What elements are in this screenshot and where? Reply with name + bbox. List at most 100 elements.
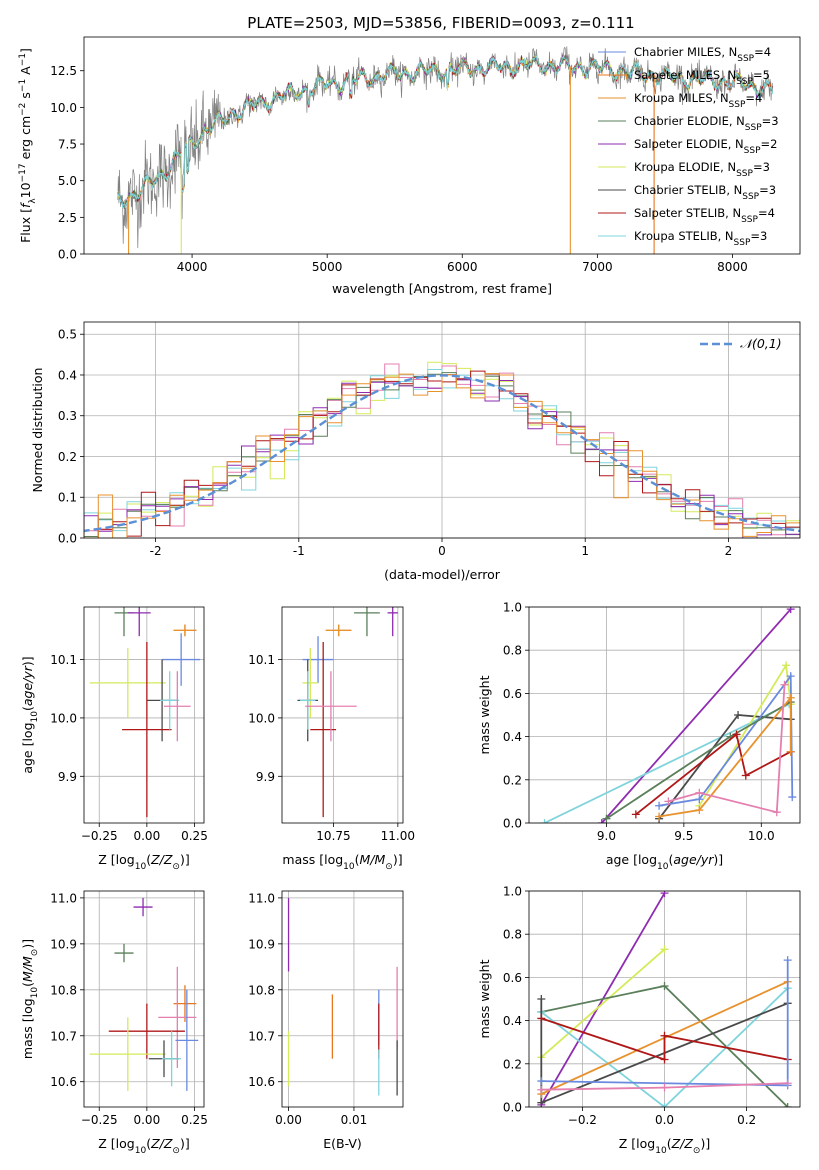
- legend-label: Kroupa MILES, NSSP=4: [634, 91, 762, 110]
- data-point-marker: [786, 693, 795, 702]
- label-part: ⊙: [172, 862, 180, 872]
- y-axis-label: mass weight: [477, 675, 492, 754]
- y-tick-label: 9.9: [58, 770, 77, 784]
- label-part: Z [log: [98, 1136, 134, 1151]
- label-part: )]: [393, 852, 403, 867]
- x-tick-label: −0.2: [568, 1113, 597, 1127]
- y-tick-label: 10.8: [50, 983, 77, 997]
- y-tick-label: 9.9: [256, 770, 275, 784]
- x-tick-label: 6000: [447, 260, 478, 274]
- y-tick-label: 10.9: [248, 937, 275, 951]
- label-part: ⊙: [30, 949, 40, 957]
- data-point-marker: [664, 797, 673, 806]
- mass-weight-line: [658, 695, 792, 818]
- label-part: SSP: [737, 54, 754, 64]
- x-tick-label: 0.00: [133, 1113, 160, 1127]
- x-axis-label: Z [log10(Z/Z⊙)]: [98, 1136, 189, 1156]
- label-part: ⊙: [693, 1146, 701, 1156]
- data-point-marker: [660, 1055, 669, 1064]
- label-part: (: [355, 852, 360, 867]
- label-part: Kroupa MILES, N: [634, 91, 729, 105]
- mass_vs_Z-axes: −0.25 0.00 0.25 10.6 10.7 10.8 10.9 11.0: [50, 891, 208, 1127]
- label-part: A: [18, 66, 33, 79]
- y-tick-label: 12.5: [50, 64, 77, 78]
- y-axis-label: Normed distribution: [30, 368, 45, 493]
- residual_histogram-marks: [84, 361, 800, 538]
- x-tick-label: -1: [293, 544, 305, 558]
- label-part: Salpeter STELIB, N: [634, 206, 741, 220]
- label-part: M/M: [20, 956, 35, 982]
- age_vs_Z-frame: [83, 606, 205, 824]
- y-tick-label: 11.0: [248, 891, 275, 905]
- mass-weight-line: [605, 701, 792, 820]
- label-part: 10: [30, 987, 40, 999]
- x-axis-label: (data-model)/error: [384, 567, 501, 582]
- y-tick-label: 10.6: [248, 1075, 275, 1089]
- age_vs_mass-axes: 10.75 11.00 9.9 10.0 10.1: [248, 607, 415, 843]
- data-point-marker: [540, 819, 549, 823]
- data-point-marker: [631, 810, 640, 819]
- y-axis-label: mass weight: [477, 959, 492, 1038]
- label-part: )]: [700, 1136, 710, 1151]
- label-part: SSP: [736, 169, 753, 179]
- mass-weight-line: [540, 987, 789, 1107]
- mass-weight-line: [544, 703, 790, 823]
- label-part: =4: [754, 45, 771, 59]
- x-axis-label: mass [log10(M/M⊙)]: [282, 852, 402, 872]
- label-part: SSP: [729, 100, 746, 110]
- massweight_vs_age-marks: [540, 607, 797, 823]
- x-tick-label: 0: [438, 544, 446, 558]
- y-tick-label: 0.6: [503, 971, 522, 985]
- data-point-marker: [537, 995, 546, 1003]
- x-axis-label: age [log10(age/yr)]: [606, 852, 723, 872]
- spectrum-frame: [83, 36, 801, 255]
- mass_vs_ebv-marks: [287, 897, 398, 1096]
- y-tick-label: 10.0: [50, 101, 77, 115]
- age_vs_mass-frame: [281, 606, 404, 824]
- label-part: (: [20, 706, 35, 711]
- y-tick-label: 0.8: [503, 644, 522, 658]
- label-part: −2: [18, 103, 28, 116]
- y-tick-label: 10.7: [50, 1029, 77, 1043]
- data-point-marker: [537, 1077, 546, 1086]
- label-part: 10: [135, 1146, 147, 1156]
- residual_histogram-axes: -2 -1 0 1 2 0.0 0.1 0.2 0.3 0.4 0.5: [58, 322, 800, 558]
- histogram-step: [84, 373, 800, 538]
- label-part: ⊙: [172, 1146, 180, 1156]
- label-part: s: [18, 92, 33, 103]
- data-point-marker: [734, 711, 743, 719]
- y-tick-label: 10.1: [50, 653, 77, 667]
- data-point-marker: [597, 819, 606, 823]
- mass_vs_Z-frame: [83, 890, 205, 1108]
- mass_vs_ebv-axes: 0.00 0.01 10.6 10.7 10.8 10.9 11.0: [248, 891, 403, 1127]
- y-tick-label: 7.5: [58, 138, 77, 152]
- label-part: 10: [655, 1146, 667, 1156]
- label-part: =3: [762, 114, 779, 128]
- y-tick-label: 0.4: [503, 1014, 522, 1028]
- data-point-marker: [537, 1014, 546, 1023]
- label-part: λ: [28, 198, 38, 204]
- data-point-marker: [660, 982, 669, 991]
- data-point-marker: [537, 1098, 546, 1107]
- data-point-marker: [660, 891, 669, 898]
- label-part: erg cm: [18, 116, 33, 164]
- massweight_vs_Z-frame: [528, 890, 801, 1108]
- mass-weight-line: [668, 684, 786, 814]
- x-tick-label: 0.25: [181, 829, 208, 843]
- x-axis-label: wavelength [Angstrom, rest frame]: [332, 281, 552, 296]
- label-part: =4: [758, 206, 775, 220]
- label-part: 10: [30, 711, 40, 723]
- label-part: (: [146, 1136, 151, 1151]
- label-part: =3: [750, 229, 767, 243]
- legend-label: Kroupa ELODIE, NSSP=3: [634, 160, 770, 179]
- legend-label: Chabrier MILES, NSSP=4: [634, 45, 771, 64]
- data-point-marker: [786, 747, 795, 756]
- y-tick-label: 10.9: [50, 937, 77, 951]
- y-tick-label: 10.7: [248, 1029, 275, 1043]
- mass-weight-line: [635, 732, 792, 816]
- data-point-marker: [655, 801, 664, 810]
- legend-label: Chabrier ELODIE, NSSP=3: [634, 114, 779, 133]
- label-part: (: [668, 852, 673, 867]
- y-tick-label: 11.0: [50, 891, 77, 905]
